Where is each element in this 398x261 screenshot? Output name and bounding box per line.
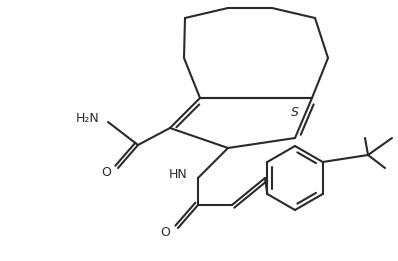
Text: O: O [160,226,170,239]
Text: HN: HN [169,169,187,181]
Text: H₂N: H₂N [76,111,100,124]
Text: S: S [291,105,299,118]
Text: O: O [101,165,111,179]
